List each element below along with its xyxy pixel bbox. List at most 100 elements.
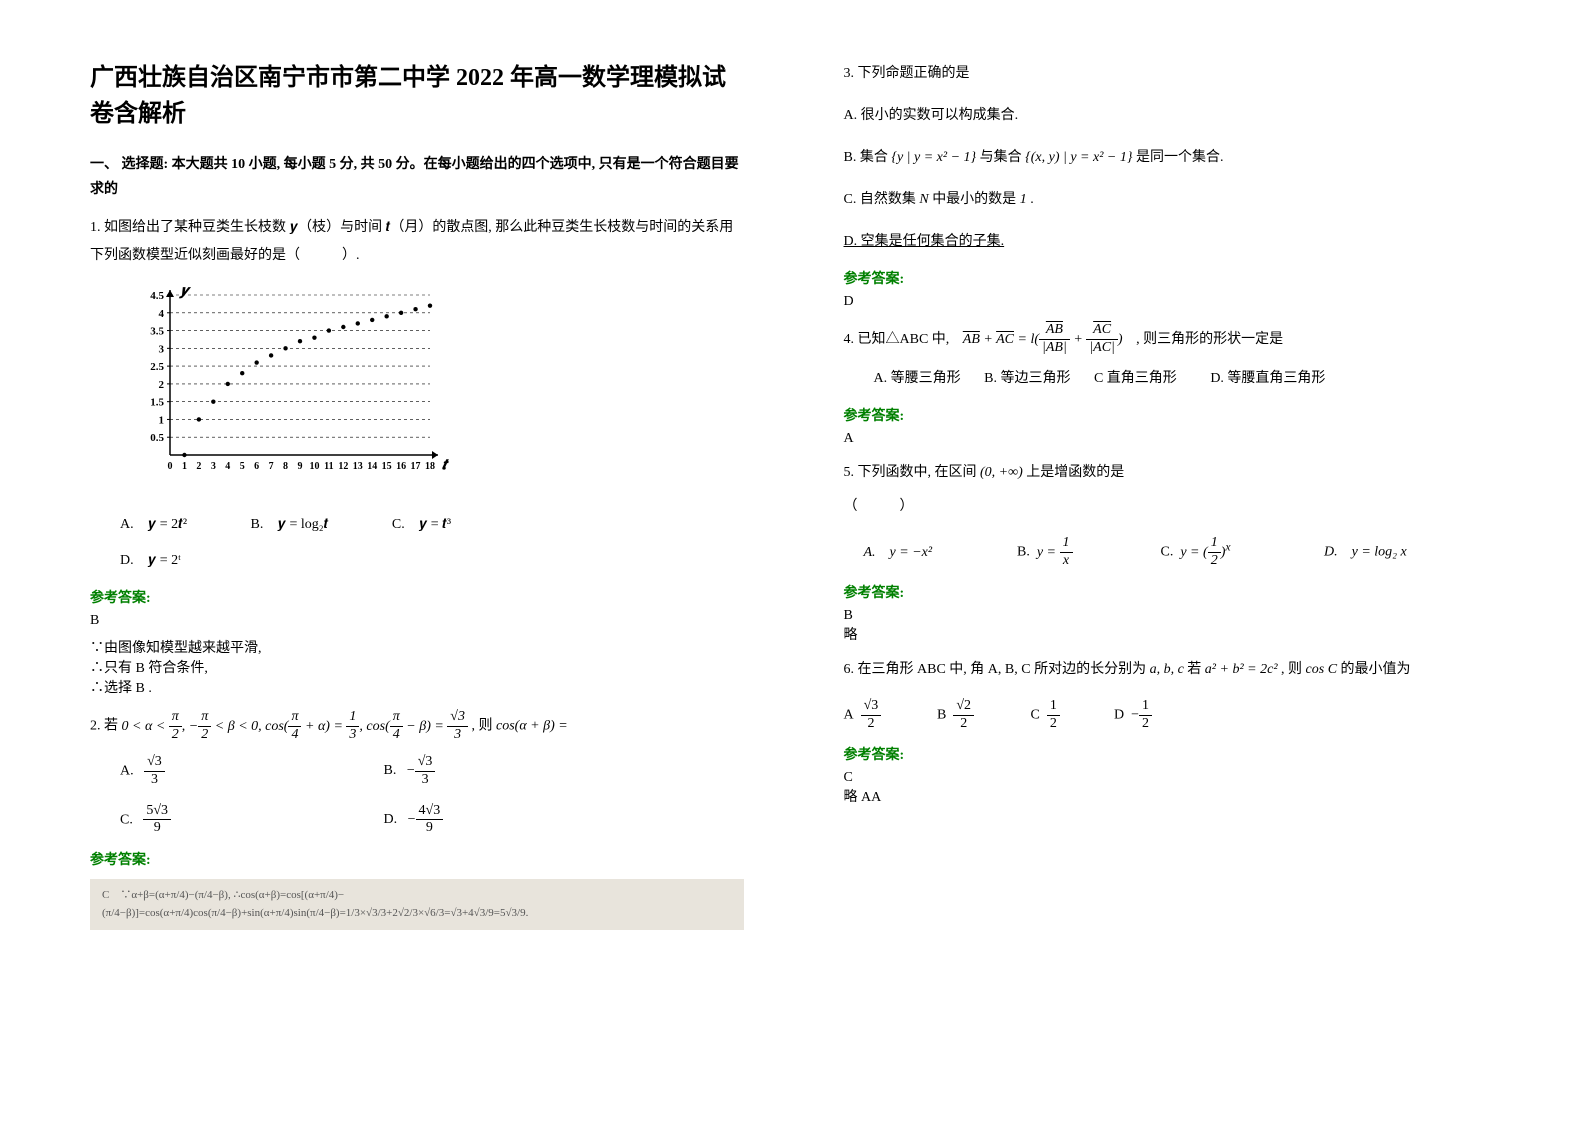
q3-answer: D: [844, 294, 1498, 310]
q4-optD: D. 等腰直角三角形: [1210, 371, 1325, 386]
q6-optB: B √22: [937, 698, 1027, 733]
q1-explain1: ∵由图像知模型越来越平滑,: [90, 637, 744, 657]
q3-optA: A. 很小的实数可以构成集合.: [844, 102, 1498, 130]
left-column: 广西壮族自治区南宁市市第二中学 2022 年高一数学理模拟试卷含解析 一、 选择…: [0, 0, 794, 1122]
svg-text:𝒚: 𝒚: [178, 285, 192, 299]
q6-answer-label: 参考答案:: [844, 744, 1498, 764]
svg-text:1.5: 1.5: [150, 397, 164, 409]
svg-text:4: 4: [159, 308, 165, 320]
q1-optD: D. 𝒚 = 2ᵗ: [120, 547, 181, 575]
q1-optA: A. 𝒚 = 2𝒕²: [120, 511, 187, 539]
section1-title: 一、 选择题: 本大题共 10 小题, 每小题 5 分, 共 50 分。在每小题…: [90, 152, 744, 202]
q4-answer: A: [844, 431, 1498, 447]
q2-suffix: , 则 cos(α + β) =: [471, 719, 567, 734]
q1-explain2: ∴只有 B 符合条件,: [90, 657, 744, 677]
q2-condition: 0 < α < π2, −π2 < β < 0, cos(π4 + α) = 1…: [122, 719, 472, 734]
q5-optC: C. y = (12)x: [1161, 535, 1321, 570]
q1-answer: B ∵由图像知模型越来越平滑, ∴只有 B 符合条件, ∴选择 B .: [90, 613, 744, 697]
svg-text:𝒕: 𝒕: [442, 458, 450, 473]
svg-text:3.5: 3.5: [150, 326, 164, 338]
q2-options-row1: A. √33 B. −√33: [90, 754, 744, 789]
question-2: 2. 若 0 < α < π2, −π2 < β < 0, cos(π4 + α…: [90, 709, 744, 837]
q4-optC: C 直角三角形: [1094, 371, 1177, 386]
q1-chart: 0.511.522.533.544.5012345678910111213141…: [130, 285, 744, 496]
q4-answer-label: 参考答案:: [844, 405, 1498, 425]
q6-cond: a² + b² = 2c²: [1205, 662, 1278, 677]
q6-options: A √32 B √22 C 12 D −12: [844, 698, 1498, 733]
q5-optA: A. y = −x²: [864, 539, 1014, 567]
q4-stem: 4. 已知△ABC 中, AB + AC = l(AB|AB| + AC|AC|…: [844, 322, 1498, 357]
svg-text:12: 12: [338, 461, 348, 472]
q2-solution: C ∵α+β=(α+π/4)−(π/4−β), ∴cos(α+β)=cos[(α…: [90, 879, 744, 930]
svg-text:3: 3: [211, 461, 216, 472]
q2-optD: D. −4√39: [384, 812, 444, 827]
q1-text: 1. 如图给出了某种豆类生长枝数 𝒚（枝）与时间 𝒕（月）的散点图, 那么此种豆…: [90, 214, 744, 270]
svg-text:3: 3: [159, 344, 165, 356]
q2-optC: C. 5√39: [120, 803, 380, 838]
svg-text:8: 8: [283, 461, 288, 472]
svg-text:14: 14: [367, 461, 377, 472]
q5-answer: B 略: [844, 608, 1498, 644]
svg-text:1: 1: [182, 461, 187, 472]
svg-text:5: 5: [240, 461, 245, 472]
q6-optC: C 12: [1031, 698, 1111, 733]
svg-text:15: 15: [382, 461, 392, 472]
q2-options-row2: C. 5√39 D. −4√39: [90, 803, 744, 838]
q1-answer-label: 参考答案:: [90, 587, 744, 607]
q6-optA: A √32: [844, 698, 934, 733]
q4-options: A. 等腰三角形 B. 等边三角形 C 直角三角形 D. 等腰直角三角形: [874, 365, 1498, 393]
q3-text: 3. 下列命题正确的是: [844, 60, 1498, 88]
question-3: 3. 下列命题正确的是 A. 很小的实数可以构成集合. B. 集合 {y | y…: [844, 60, 1498, 256]
q5-answer-label: 参考答案:: [844, 582, 1498, 602]
q4-optB: B. 等边三角形: [984, 371, 1070, 386]
q3-optC: C. 自然数集 N 中最小的数是 1 .: [844, 186, 1498, 214]
q1-options-row1: A. 𝒚 = 2𝒕² B. 𝒚 = log₂𝒕 C. 𝒚 = 𝒕³: [90, 511, 744, 539]
svg-text:13: 13: [353, 461, 363, 472]
svg-text:7: 7: [269, 461, 274, 472]
svg-text:6: 6: [254, 461, 259, 472]
q5-options: A. y = −x² B. y = 1x C. y = (12)x D. y =…: [844, 535, 1498, 570]
q5-paren: （ ）: [844, 493, 1498, 521]
q6-optD: D −12: [1114, 698, 1152, 733]
q2-stem: 2. 若 0 < α < π2, −π2 < β < 0, cos(π4 + α…: [90, 709, 744, 744]
q3-optB: B. 集合 {y | y = x² − 1} 与集合 {(x, y) | y =…: [844, 144, 1498, 172]
q3-optD: D. 空集是任何集合的子集.: [844, 228, 1498, 256]
q6-stem: 6. 在三角形 ABC 中, 角 A, B, C 所对边的长分别为 a, b, …: [844, 656, 1498, 684]
svg-text:0.5: 0.5: [150, 433, 164, 445]
svg-text:1: 1: [159, 415, 165, 427]
svg-text:11: 11: [324, 461, 333, 472]
q5-optD: D. y = log₂ x: [1324, 545, 1407, 560]
svg-text:16: 16: [396, 461, 406, 472]
svg-text:0: 0: [168, 461, 173, 472]
right-column: 3. 下列命题正确的是 A. 很小的实数可以构成集合. B. 集合 {y | y…: [794, 0, 1587, 1122]
svg-text:2.5: 2.5: [150, 361, 164, 373]
question-5: 5. 下列函数中, 在区间 (0, +∞) 上是增函数的是 （ ） A. y =…: [844, 459, 1498, 570]
scatter-chart: 0.511.522.533.544.5012345678910111213141…: [130, 285, 450, 485]
q2-optB: B. −√33: [384, 763, 436, 778]
svg-text:9: 9: [298, 461, 303, 472]
q6-answer: C 略 AA: [844, 770, 1498, 806]
q4-optA: A. 等腰三角形: [874, 371, 961, 386]
svg-text:10: 10: [309, 461, 319, 472]
q4-formula: AB + AC = l(AB|AB| + AC|AC|): [963, 332, 1126, 347]
q2-answer-label: 参考答案:: [90, 849, 744, 869]
q1-options-row2: D. 𝒚 = 2ᵗ: [90, 547, 744, 575]
svg-text:17: 17: [411, 461, 421, 472]
svg-text:4: 4: [225, 461, 230, 472]
q3-answer-label: 参考答案:: [844, 268, 1498, 288]
question-1: 1. 如图给出了某种豆类生长枝数 𝒚（枝）与时间 𝒕（月）的散点图, 那么此种豆…: [90, 214, 744, 575]
question-4: 4. 已知△ABC 中, AB + AC = l(AB|AB| + AC|AC|…: [844, 322, 1498, 393]
q2-prefix: 2. 若: [90, 719, 118, 734]
svg-text:2: 2: [196, 461, 201, 472]
q1-explain3: ∴选择 B .: [90, 677, 744, 697]
question-6: 6. 在三角形 ABC 中, 角 A, B, C 所对边的长分别为 a, b, …: [844, 656, 1498, 733]
svg-text:4.5: 4.5: [150, 290, 164, 302]
svg-text:18: 18: [425, 461, 435, 472]
q5-optB: B. y = 1x: [1017, 535, 1157, 570]
exam-title: 广西壮族自治区南宁市市第二中学 2022 年高一数学理模拟试卷含解析: [90, 60, 744, 132]
q2-optA: A. √33: [120, 754, 380, 789]
q1-optB: B. 𝒚 = log₂𝒕: [251, 511, 329, 539]
svg-text:2: 2: [159, 379, 165, 391]
q1-optC: C. 𝒚 = 𝒕³: [392, 511, 451, 539]
q1-answer-letter: B: [90, 613, 744, 629]
